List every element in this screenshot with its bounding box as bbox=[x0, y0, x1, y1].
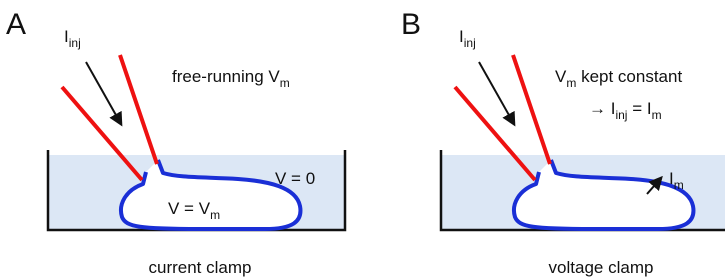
arrow bbox=[479, 62, 514, 124]
text-part: m bbox=[280, 76, 290, 90]
text-part: m bbox=[566, 76, 576, 90]
text-part: V bbox=[555, 67, 567, 86]
text-part: inj bbox=[464, 36, 476, 50]
text-part: free-running V bbox=[172, 67, 280, 86]
text-part: m bbox=[210, 208, 220, 222]
electrode bbox=[513, 55, 550, 164]
text-part: m bbox=[674, 178, 684, 192]
text-part: = I bbox=[627, 99, 651, 118]
bath-label: V = 0 bbox=[275, 169, 315, 188]
panel-letter: A bbox=[6, 8, 26, 41]
panel-letter: B bbox=[401, 8, 421, 41]
text-part: inj bbox=[69, 36, 81, 50]
arrow bbox=[86, 62, 121, 124]
text-part: inj bbox=[615, 108, 627, 122]
electrode bbox=[120, 55, 157, 164]
panel-b: B Iinj Vm kept constant → Iinj = Im Im v… bbox=[401, 8, 725, 277]
caption: voltage clamp bbox=[549, 258, 654, 277]
injection-label: Iinj bbox=[459, 27, 476, 50]
caption: current clamp bbox=[149, 258, 252, 277]
text-part: m bbox=[652, 108, 662, 122]
injection-label: Iinj bbox=[64, 27, 81, 50]
text-part: → I bbox=[589, 99, 615, 118]
panel-a: A Iinj free-running Vm V = 0 V = Vm curr… bbox=[6, 8, 345, 277]
figure: A Iinj free-running Vm V = 0 V = Vm curr… bbox=[0, 0, 725, 280]
note: Vm kept constant bbox=[555, 67, 682, 90]
text-part: V = V bbox=[168, 199, 211, 218]
note: → Iinj = Im bbox=[589, 99, 662, 122]
note: free-running Vm bbox=[172, 67, 290, 90]
text-part: kept constant bbox=[576, 67, 682, 86]
